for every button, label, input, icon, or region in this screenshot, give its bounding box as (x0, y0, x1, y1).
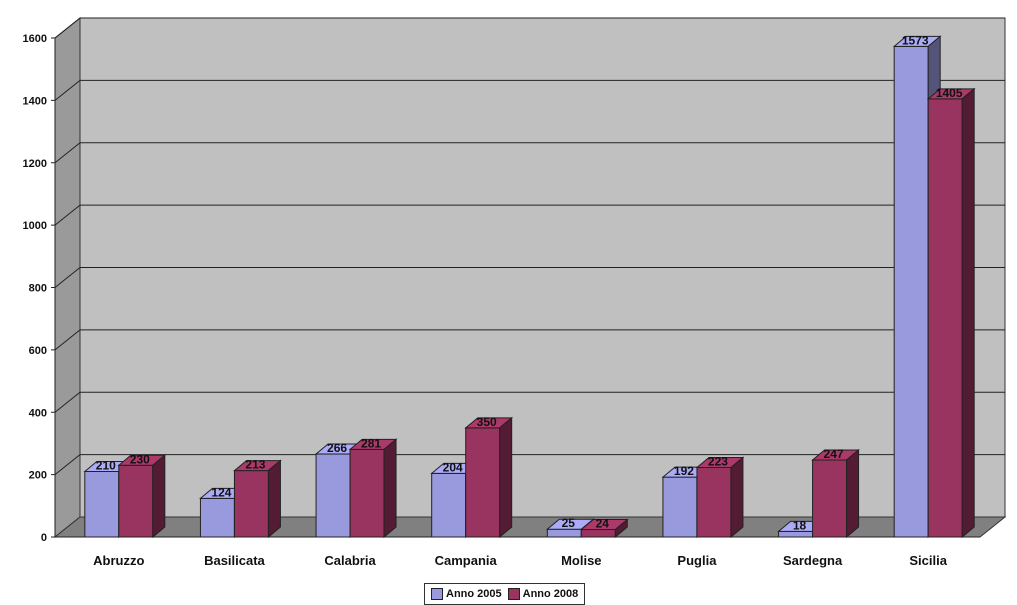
data-label: 25 (562, 516, 576, 530)
bar (464, 416, 514, 539)
bar-front (662, 476, 698, 538)
y-tick-label: 800 (29, 283, 47, 295)
x-tick-label: Puglia (677, 553, 717, 568)
y-tick-label: 1400 (23, 95, 47, 107)
data-label: 281 (361, 436, 381, 450)
bar-side (846, 448, 860, 539)
gridline-side (54, 329, 81, 351)
x-tick-label: Sicilia (909, 553, 947, 568)
data-label: 230 (130, 452, 150, 466)
legend: Anno 2005 Anno 2008 (424, 583, 586, 605)
data-label: 350 (477, 415, 497, 429)
bar (579, 518, 629, 539)
y-tick-label: 0 (41, 532, 47, 544)
bar-front (546, 528, 582, 538)
bar-side (267, 459, 281, 539)
y-tick-label: 1200 (23, 158, 47, 170)
chart-walls (53, 16, 1007, 539)
gridline-side (54, 454, 81, 476)
gridlines (54, 17, 1005, 476)
bar-side (152, 454, 166, 539)
x-axis: Abruzzo Basilicata Calabria Campania Molise P… (55, 536, 980, 568)
legend-swatch-series-2 (507, 588, 520, 600)
bars (83, 35, 976, 539)
x-tick-label: Sardegna (783, 553, 843, 568)
bar-front (199, 497, 235, 538)
gridline-side (54, 79, 81, 101)
y-tick-label: 200 (29, 470, 47, 482)
bar-front (118, 464, 154, 538)
y-tick-label: 600 (29, 345, 47, 357)
gridline-side (54, 391, 81, 413)
y-tick-label: 1600 (23, 33, 47, 45)
data-label: 213 (245, 458, 265, 472)
bar-side (961, 87, 975, 539)
bar-side (730, 456, 744, 539)
bar-front (696, 466, 732, 538)
bar-side (499, 416, 513, 539)
bar (348, 438, 398, 539)
bar (117, 454, 167, 539)
data-label: 24 (596, 517, 610, 531)
bar-front (233, 470, 269, 538)
data-label: 124 (211, 485, 231, 499)
legend-swatch-series-1 (431, 588, 443, 600)
data-label: 266 (327, 441, 347, 455)
data-label: 18 (793, 518, 807, 532)
data-label: 247 (824, 447, 844, 461)
x-tick-label: Calabria (324, 553, 376, 568)
x-tick-label: Molise (561, 553, 601, 568)
legend-label-series-1: Anno 2005 (446, 588, 502, 600)
bar-side (614, 518, 628, 539)
legend-label-series-2: Anno 2008 (522, 588, 579, 600)
gridline-side (54, 142, 81, 164)
data-labels: 210 230 124 213 266 281 204 350 25 24 192 223 18 247 1… (96, 33, 963, 532)
legend-item-series-1: Anno 2005 (431, 588, 502, 600)
bar-front (315, 453, 351, 538)
gridline-side (54, 204, 81, 226)
data-label: 204 (443, 460, 463, 474)
legend-item-series-2: Anno 2008 (507, 588, 579, 600)
bar-front (349, 448, 385, 538)
y-axis: 0 200 400 600 800 1000 1200 1400 1600 (23, 33, 56, 544)
bar (811, 448, 860, 539)
bar-front (927, 98, 963, 538)
bar-front (580, 529, 616, 538)
x-tick-label: Abruzzo (93, 553, 144, 568)
gridline-side (54, 267, 81, 288)
bar-front (893, 45, 929, 538)
data-label: 223 (708, 454, 728, 468)
x-tick-label: Campania (435, 553, 498, 568)
data-label: 210 (96, 459, 116, 473)
x-tick-label: Basilicata (204, 553, 265, 568)
bar (233, 459, 282, 539)
data-label: 192 (674, 464, 694, 478)
bar-front (812, 459, 848, 538)
floor (53, 516, 1007, 538)
y-tick-label: 400 (29, 407, 47, 419)
y-tick-label: 1000 (23, 220, 47, 232)
bar (695, 456, 745, 539)
gridline-side (54, 17, 81, 39)
data-label: 1405 (936, 86, 963, 100)
bar-front (431, 472, 467, 538)
bar (926, 87, 976, 539)
bar-front (465, 427, 501, 538)
bar-front (84, 471, 120, 538)
bar-side (383, 438, 397, 539)
data-label: 1573 (902, 33, 929, 47)
